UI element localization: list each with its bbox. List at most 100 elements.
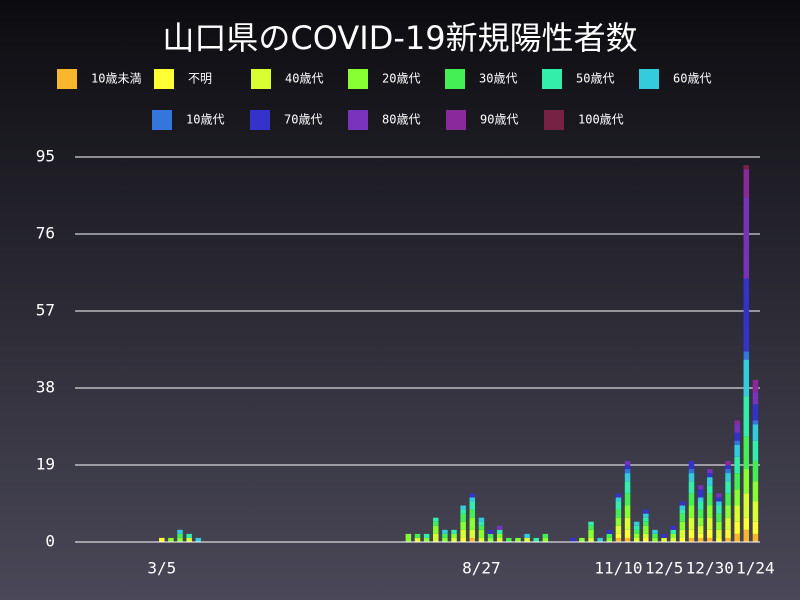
bar-segment <box>743 197 750 279</box>
legend-label: 50歳代 <box>576 72 614 86</box>
bar-segment <box>414 533 421 538</box>
bar-segment <box>652 533 658 538</box>
bar-segment <box>752 533 759 542</box>
bar-segment <box>496 533 503 538</box>
bar-segment <box>606 529 613 534</box>
bar-segment <box>697 509 704 518</box>
bar-segment <box>615 517 622 526</box>
bar-segment <box>707 537 713 542</box>
legend-label: 90歳代 <box>480 113 518 127</box>
bar-segment <box>405 533 412 542</box>
bar-segment <box>442 533 448 538</box>
bar-segment <box>624 465 631 470</box>
legend-label: 20歳代 <box>382 72 420 86</box>
bar-segment <box>743 165 750 170</box>
bar-segment <box>743 529 750 542</box>
bar-segment <box>469 529 476 538</box>
bar-segment <box>725 529 731 538</box>
legend-swatch <box>639 69 659 89</box>
bar-segment <box>716 537 722 542</box>
legend-swatch <box>446 110 466 130</box>
bar-segment <box>469 497 476 502</box>
bar-segment <box>643 533 649 538</box>
bar-segment <box>496 525 503 530</box>
bar-segment <box>643 537 649 542</box>
bar-segment <box>679 505 686 510</box>
bar-segment <box>606 533 613 538</box>
bar-segment <box>707 517 713 530</box>
bar-segment <box>652 537 658 542</box>
bar-segment <box>697 485 704 490</box>
bar-segment <box>177 533 183 538</box>
bar-segment <box>697 537 704 542</box>
bar-segment <box>725 517 731 530</box>
bar-segment <box>707 529 713 538</box>
bar-segment <box>743 436 750 470</box>
bar-segment <box>734 521 740 534</box>
bar-segment <box>743 396 750 437</box>
bar-segment <box>725 505 731 518</box>
bar-segment <box>707 485 713 494</box>
bar-segment <box>615 501 622 510</box>
bar-segment <box>633 529 640 534</box>
bar-segment <box>734 489 740 506</box>
bar-segment <box>716 501 722 506</box>
bar-segment <box>515 537 521 542</box>
bar-segment <box>697 501 704 510</box>
bar-segment <box>743 169 750 198</box>
bar-segment <box>743 469 750 494</box>
bar-segment <box>533 537 539 542</box>
x-tick-label: 3/5 <box>147 559 176 578</box>
bar-segment <box>652 529 658 534</box>
bar-segment <box>168 537 174 542</box>
y-tick-label: 57 <box>36 301 55 320</box>
y-tick-label: 0 <box>45 532 55 551</box>
x-tick-label: 12/30 <box>686 559 734 578</box>
bar-segment <box>624 529 631 538</box>
legend-label: 70歳代 <box>284 113 322 127</box>
bar-segment <box>688 469 695 474</box>
legend-swatch <box>250 110 270 130</box>
bar-segment <box>469 537 476 542</box>
bar-segment <box>460 529 466 538</box>
legend-label: 10歳代 <box>186 113 224 127</box>
bar-segment <box>679 501 686 506</box>
legend-label: 80歳代 <box>382 113 420 127</box>
bar-segment <box>707 473 713 478</box>
bar-segment <box>615 537 622 542</box>
legend-swatch <box>445 69 465 89</box>
bar-segment <box>688 537 695 542</box>
legend-label: 100歳代 <box>578 113 624 127</box>
bar-segment <box>588 537 594 542</box>
bar-segment <box>433 525 439 534</box>
legend-swatch <box>348 110 368 130</box>
bar-segment <box>670 529 676 534</box>
bar-segment <box>725 473 731 482</box>
bar-segment <box>743 359 750 397</box>
bar-segment <box>752 521 759 534</box>
bar-segment <box>615 497 622 502</box>
bar-segment <box>752 501 759 522</box>
x-tick-label: 11/10 <box>594 559 642 578</box>
bar-segment <box>725 460 731 465</box>
bar-segment <box>707 477 713 486</box>
bar-segment <box>716 497 722 502</box>
bar-segment <box>725 493 731 506</box>
bar-segment <box>752 460 759 482</box>
bar-segment <box>442 537 448 542</box>
bar-segment <box>542 533 549 538</box>
bar-segment <box>643 509 649 514</box>
bar-segment <box>496 529 503 534</box>
bar-segment <box>469 509 476 518</box>
bar-segment <box>460 521 466 530</box>
bar-segment <box>707 469 713 474</box>
bar-segment <box>752 440 759 461</box>
bar-segment <box>752 481 759 502</box>
bar-segment <box>643 525 649 534</box>
bar-segment <box>679 521 686 530</box>
y-tick-label: 76 <box>36 224 55 243</box>
bar-segment <box>734 456 740 474</box>
bar-segment <box>579 537 585 542</box>
bar-segment <box>615 493 622 498</box>
